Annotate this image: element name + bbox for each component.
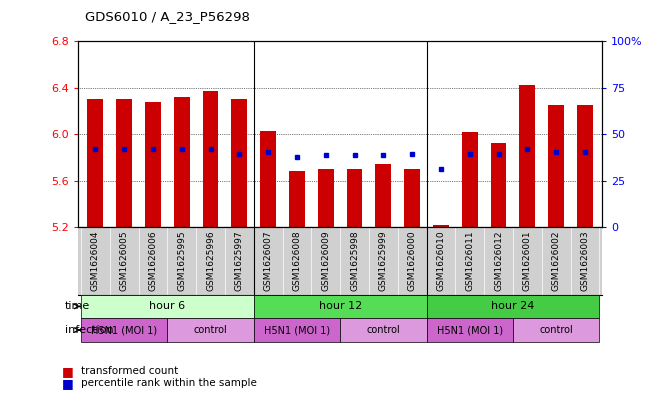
Bar (548, 105, 564, 227)
Text: GSM1626002: GSM1626002 (551, 231, 561, 291)
Text: time: time (65, 301, 90, 311)
Bar (202, 91, 219, 227)
Bar (254, 318, 340, 342)
Text: infection: infection (65, 325, 114, 335)
Text: GSM1626008: GSM1626008 (292, 231, 301, 291)
Bar (491, 143, 506, 227)
Text: H5N1 (MOI 1): H5N1 (MOI 1) (437, 325, 503, 335)
Bar (254, 295, 426, 318)
Bar (117, 99, 132, 227)
Bar (260, 131, 276, 227)
Text: GSM1626003: GSM1626003 (581, 231, 589, 291)
Text: GSM1625995: GSM1625995 (177, 231, 186, 291)
Bar (81, 295, 254, 318)
Text: GSM1626007: GSM1626007 (264, 231, 273, 291)
Bar (513, 318, 600, 342)
Text: ■: ■ (62, 376, 74, 390)
Text: control: control (367, 325, 400, 335)
Text: ■: ■ (62, 365, 74, 378)
Bar (346, 169, 363, 227)
Text: GSM1626000: GSM1626000 (408, 231, 417, 291)
Bar (232, 99, 247, 227)
Text: percentile rank within the sample: percentile rank within the sample (81, 378, 257, 388)
Bar (376, 164, 391, 227)
Text: GSM1626001: GSM1626001 (523, 231, 532, 291)
Bar (167, 318, 254, 342)
Bar (289, 171, 305, 227)
Text: GSM1626012: GSM1626012 (494, 231, 503, 291)
Bar (87, 99, 104, 227)
Bar (433, 225, 449, 227)
Text: GSM1626009: GSM1626009 (321, 231, 330, 291)
Text: GSM1626004: GSM1626004 (91, 231, 100, 291)
Text: GDS6010 / A_23_P56298: GDS6010 / A_23_P56298 (85, 10, 249, 23)
Bar (340, 318, 426, 342)
Text: GSM1626005: GSM1626005 (120, 231, 129, 291)
Text: hour 12: hour 12 (318, 301, 362, 311)
Text: hour 24: hour 24 (492, 301, 534, 311)
Text: GSM1626006: GSM1626006 (148, 231, 158, 291)
Text: hour 6: hour 6 (149, 301, 186, 311)
Text: GSM1626011: GSM1626011 (465, 231, 474, 291)
Bar (577, 105, 593, 227)
Bar (426, 318, 513, 342)
Text: H5N1 (MOI 1): H5N1 (MOI 1) (91, 325, 158, 335)
Bar (174, 97, 189, 227)
Text: GSM1625996: GSM1625996 (206, 231, 215, 291)
Text: transformed count: transformed count (81, 366, 178, 376)
Text: GSM1625998: GSM1625998 (350, 231, 359, 291)
Text: GSM1625997: GSM1625997 (235, 231, 244, 291)
Text: control: control (539, 325, 573, 335)
Text: control: control (194, 325, 227, 335)
Bar (519, 85, 535, 227)
Bar (145, 102, 161, 227)
Bar (426, 295, 600, 318)
Text: GSM1625999: GSM1625999 (379, 231, 388, 291)
Bar (318, 169, 334, 227)
Bar (404, 169, 420, 227)
Bar (462, 132, 478, 227)
Text: GSM1626010: GSM1626010 (436, 231, 445, 291)
Bar (81, 318, 167, 342)
Text: H5N1 (MOI 1): H5N1 (MOI 1) (264, 325, 330, 335)
